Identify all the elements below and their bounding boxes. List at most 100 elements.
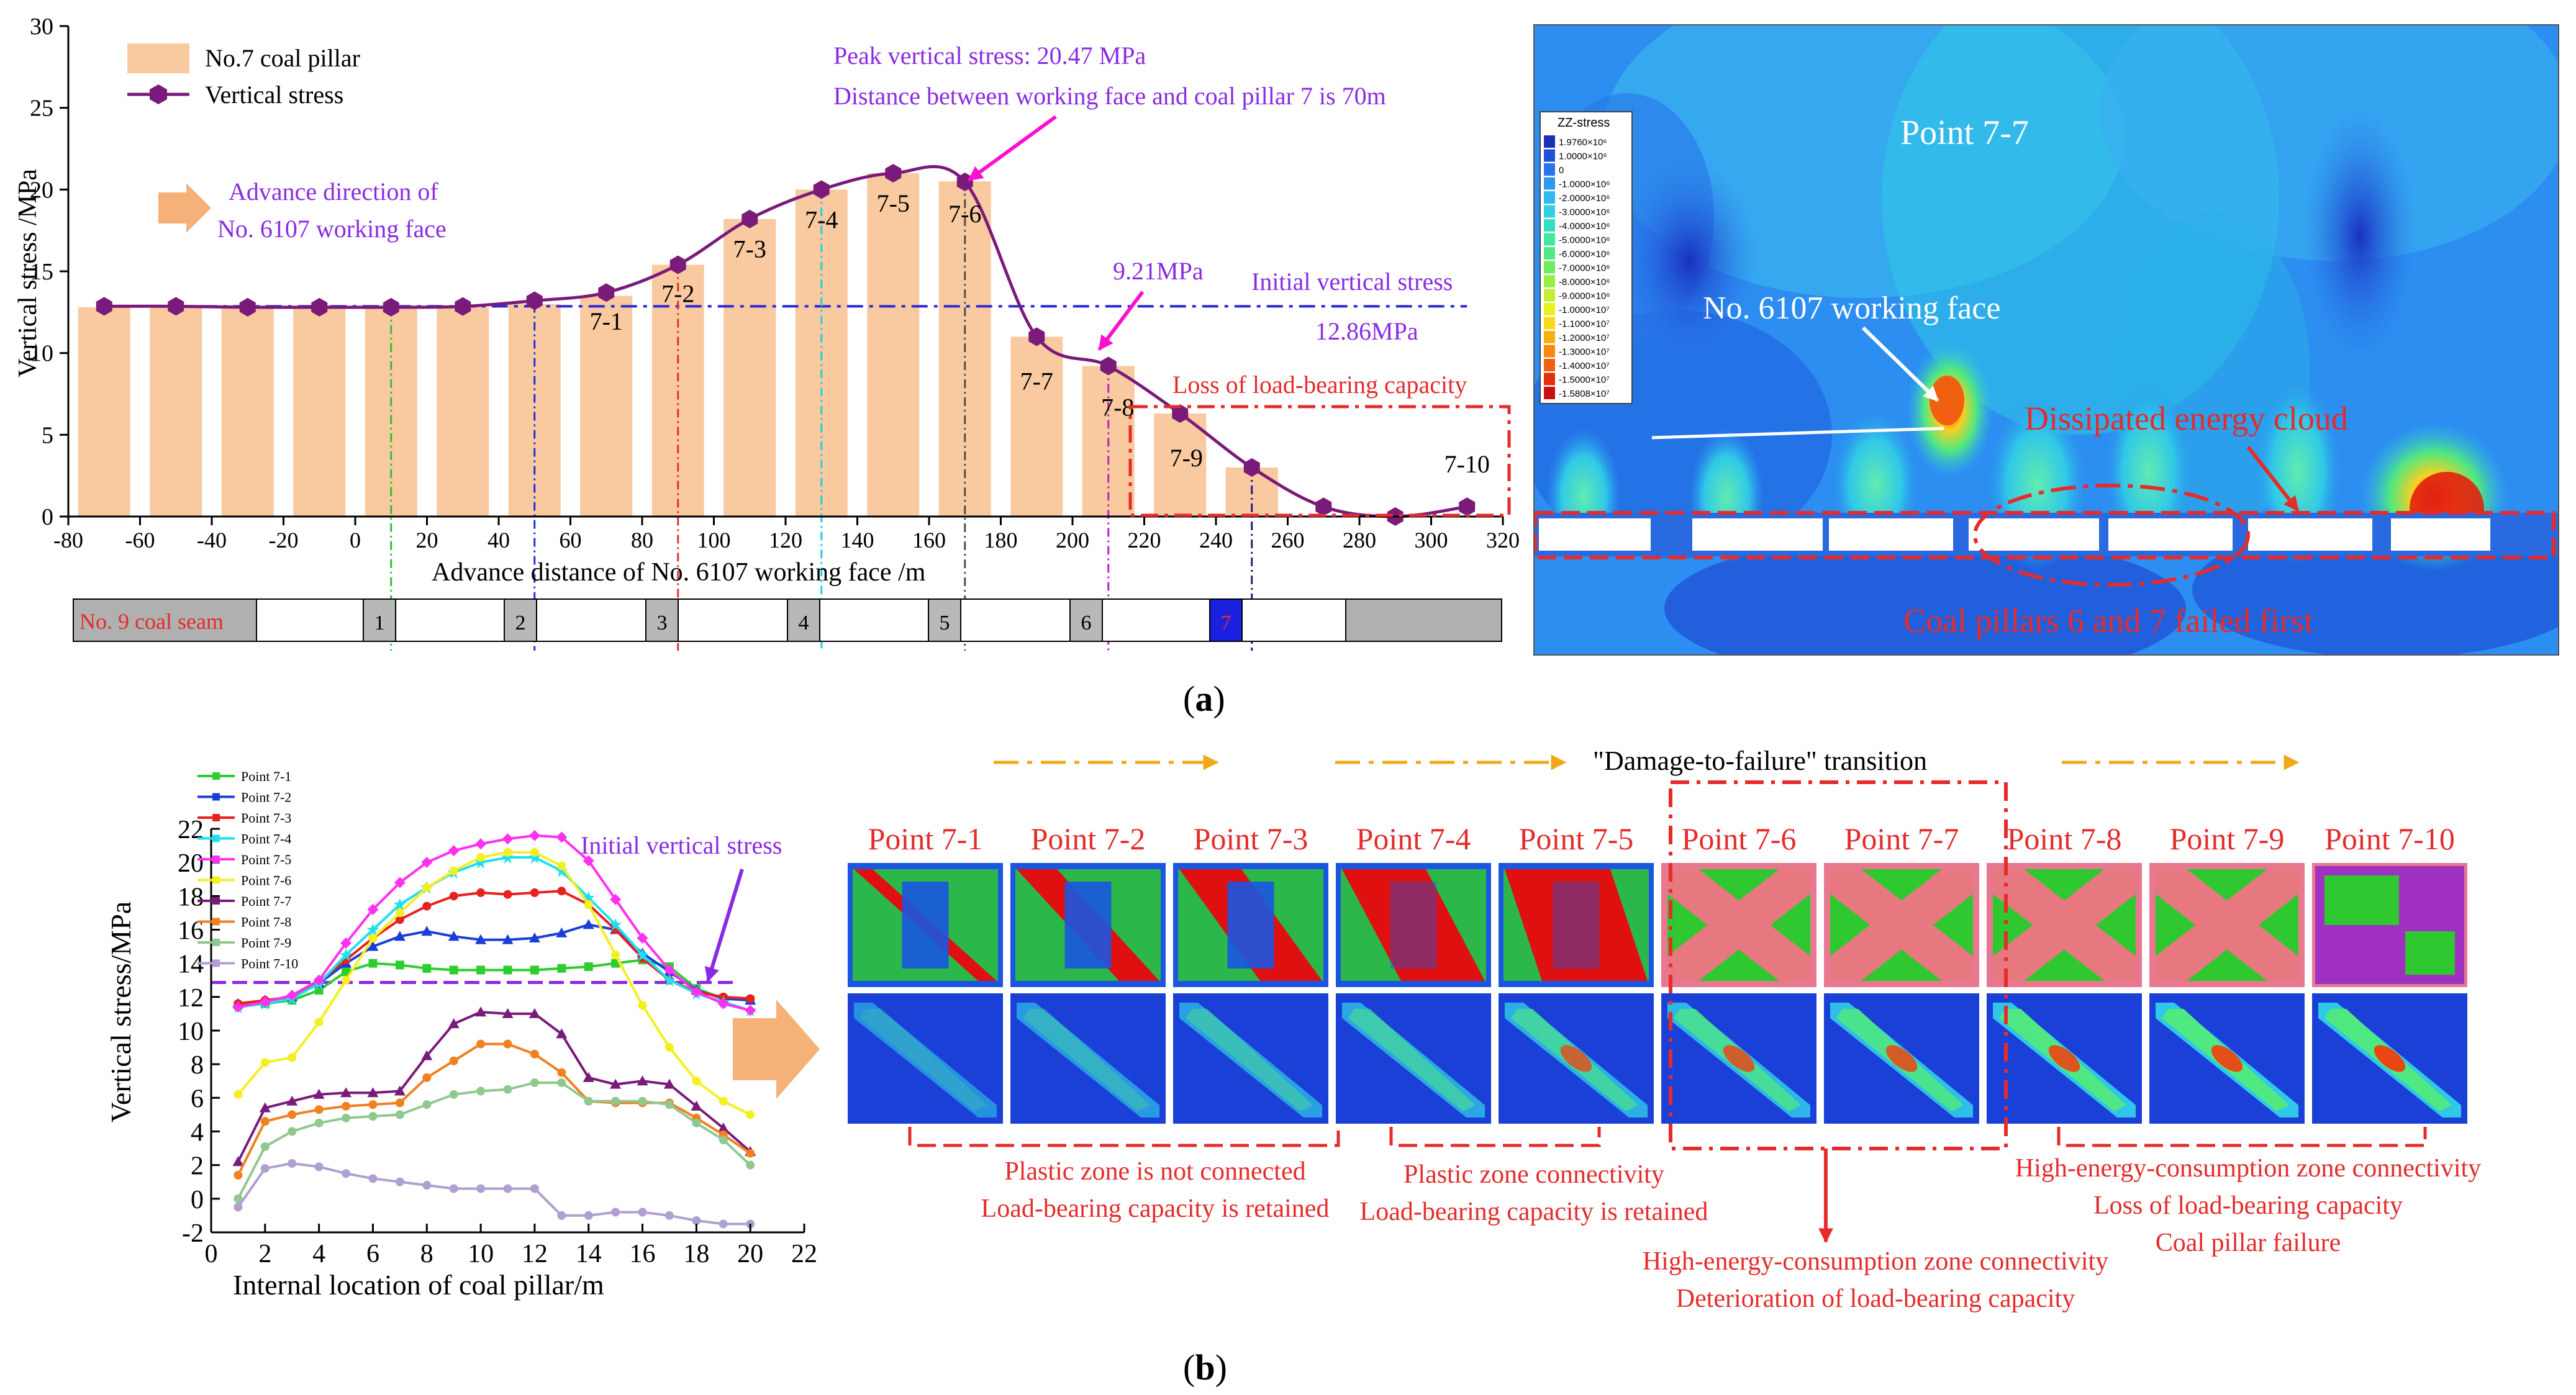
peak-annotation-2: Distance between working face and coal p… bbox=[833, 82, 1386, 110]
legend-line-marker bbox=[150, 84, 167, 104]
point-label: 7-10 bbox=[1444, 450, 1490, 478]
point-header: Point 7-9 bbox=[2170, 821, 2285, 856]
legend-value: -1.4000×10⁷ bbox=[1559, 361, 1610, 371]
sim-point-label: Point 7-7 bbox=[1900, 114, 2029, 152]
series-point bbox=[530, 1049, 539, 1059]
series-point bbox=[636, 949, 649, 962]
legend-value: -7.0000×10⁶ bbox=[1559, 263, 1610, 274]
legend-label-b: Point 7-1 bbox=[241, 769, 291, 784]
seam-end-block bbox=[1345, 598, 1502, 642]
legend-marker-b bbox=[212, 793, 220, 801]
seam-pillar bbox=[928, 598, 961, 642]
point-header: Point 7-5 bbox=[1519, 821, 1634, 856]
sim-pillar-block bbox=[2248, 518, 2372, 551]
x-tick-label-a: 200 bbox=[1056, 528, 1089, 553]
series-line bbox=[237, 1011, 751, 1163]
x-tick-label-a: 220 bbox=[1128, 528, 1161, 553]
advance-arrow-icon bbox=[158, 183, 211, 233]
vertical-stress-point bbox=[813, 180, 830, 199]
series-point bbox=[449, 866, 458, 875]
series-point bbox=[664, 1211, 674, 1220]
seam-pillar bbox=[645, 598, 679, 642]
legend-swatch bbox=[1544, 359, 1555, 371]
series-point bbox=[476, 1086, 486, 1096]
series-point bbox=[583, 1072, 594, 1082]
x-tick-label-a: 40 bbox=[488, 528, 510, 553]
legend-value: 0 bbox=[1559, 165, 1564, 176]
legend-marker-b bbox=[212, 918, 220, 926]
pillar-bar bbox=[1010, 336, 1063, 517]
x-tick-label-a: 320 bbox=[1486, 528, 1520, 553]
series-point bbox=[502, 1008, 514, 1018]
legend-line-label: Vertical stress bbox=[205, 81, 343, 109]
plastic-x bbox=[2156, 869, 2298, 981]
vertical-stress-point bbox=[1315, 497, 1332, 517]
x-axis-title-b: Internal location of coal pillar/m bbox=[233, 1269, 604, 1301]
legend-marker-b bbox=[212, 856, 220, 863]
series-point bbox=[421, 857, 433, 869]
series-point bbox=[745, 1004, 756, 1016]
series-point bbox=[584, 1096, 593, 1106]
legend-bar-label: No.7 coal pillar bbox=[205, 44, 360, 72]
point78-annotation: 9.21MPa bbox=[1113, 257, 1204, 285]
legend-value: -1.0000×10⁷ bbox=[1559, 305, 1610, 315]
y-tick-label-b: 12 bbox=[178, 984, 204, 1013]
working-face-line bbox=[1651, 427, 1944, 440]
x-tick-label-a: -20 bbox=[269, 528, 299, 553]
point-label: 7-4 bbox=[805, 205, 838, 233]
seam-pillar-label: 2 bbox=[515, 612, 526, 634]
legend-value: -2.0000×10⁶ bbox=[1559, 193, 1610, 204]
legend-label-b: Point 7-10 bbox=[241, 956, 298, 972]
plastic-green bbox=[2324, 875, 2399, 925]
energy-band-core bbox=[1023, 1009, 1150, 1111]
series-point bbox=[340, 937, 352, 949]
y-tick-label-a: 20 bbox=[30, 177, 53, 203]
series-point bbox=[286, 990, 298, 1001]
vertical-stress-point bbox=[669, 255, 686, 274]
loss-annotation: Loss of load-bearing capacity bbox=[1172, 371, 1467, 399]
y-tick-label-a: 30 bbox=[30, 14, 53, 40]
y-axis-title-b: Vertical stress/MPa bbox=[105, 901, 137, 1122]
series-point bbox=[313, 1088, 325, 1099]
series-point bbox=[342, 1113, 351, 1122]
series-point bbox=[584, 962, 593, 972]
x-tick-label-a: 20 bbox=[416, 528, 438, 553]
x-tick-label-a: -80 bbox=[53, 528, 83, 553]
vertical-stress-point bbox=[598, 283, 615, 302]
sim-pillar-block bbox=[1692, 518, 1823, 551]
x-tick-label-b: 18 bbox=[683, 1240, 709, 1268]
series-point bbox=[503, 965, 512, 975]
series-point bbox=[503, 847, 512, 857]
seam-pillar-label: 7 bbox=[1221, 612, 1231, 634]
x-tick-label-b: 6 bbox=[366, 1240, 379, 1268]
energy-band-core bbox=[860, 1009, 987, 1111]
working-face-arrow bbox=[1861, 326, 1939, 402]
plastic-blue bbox=[1390, 882, 1437, 968]
legend-swatch bbox=[1544, 372, 1555, 386]
x-tick-label-a: 80 bbox=[631, 528, 653, 553]
legend-marker-b bbox=[212, 772, 220, 780]
series-point bbox=[530, 1184, 539, 1193]
series-point bbox=[717, 1122, 729, 1133]
energy-band-core bbox=[1186, 1009, 1313, 1111]
series-point bbox=[528, 932, 540, 943]
legend-value: -1.2000×10⁷ bbox=[1559, 333, 1610, 343]
sim-pillars bbox=[1539, 518, 2490, 551]
x-tick-label-b: 22 bbox=[791, 1240, 817, 1268]
legend-swatch bbox=[1544, 233, 1555, 246]
series-point bbox=[448, 1018, 460, 1029]
point-label: 7-2 bbox=[661, 279, 694, 307]
sim-pillar-block bbox=[1969, 518, 2099, 551]
series-point bbox=[232, 1156, 244, 1167]
legend-marker-b bbox=[212, 939, 220, 946]
vertical-stress-point bbox=[1172, 404, 1189, 423]
series-point bbox=[583, 919, 594, 929]
series-point bbox=[366, 923, 379, 936]
series-point bbox=[503, 890, 512, 899]
energy-hotspot bbox=[1560, 1045, 1592, 1072]
pillar-bar bbox=[723, 219, 776, 517]
legend-marker-b bbox=[212, 959, 220, 967]
x-tick-label-a: 100 bbox=[697, 528, 731, 553]
simulation-panel: ZZ-stress 1.9760×10⁶ 1.0000×10⁶ 0 -1.0000×1… bbox=[1534, 25, 2559, 655]
